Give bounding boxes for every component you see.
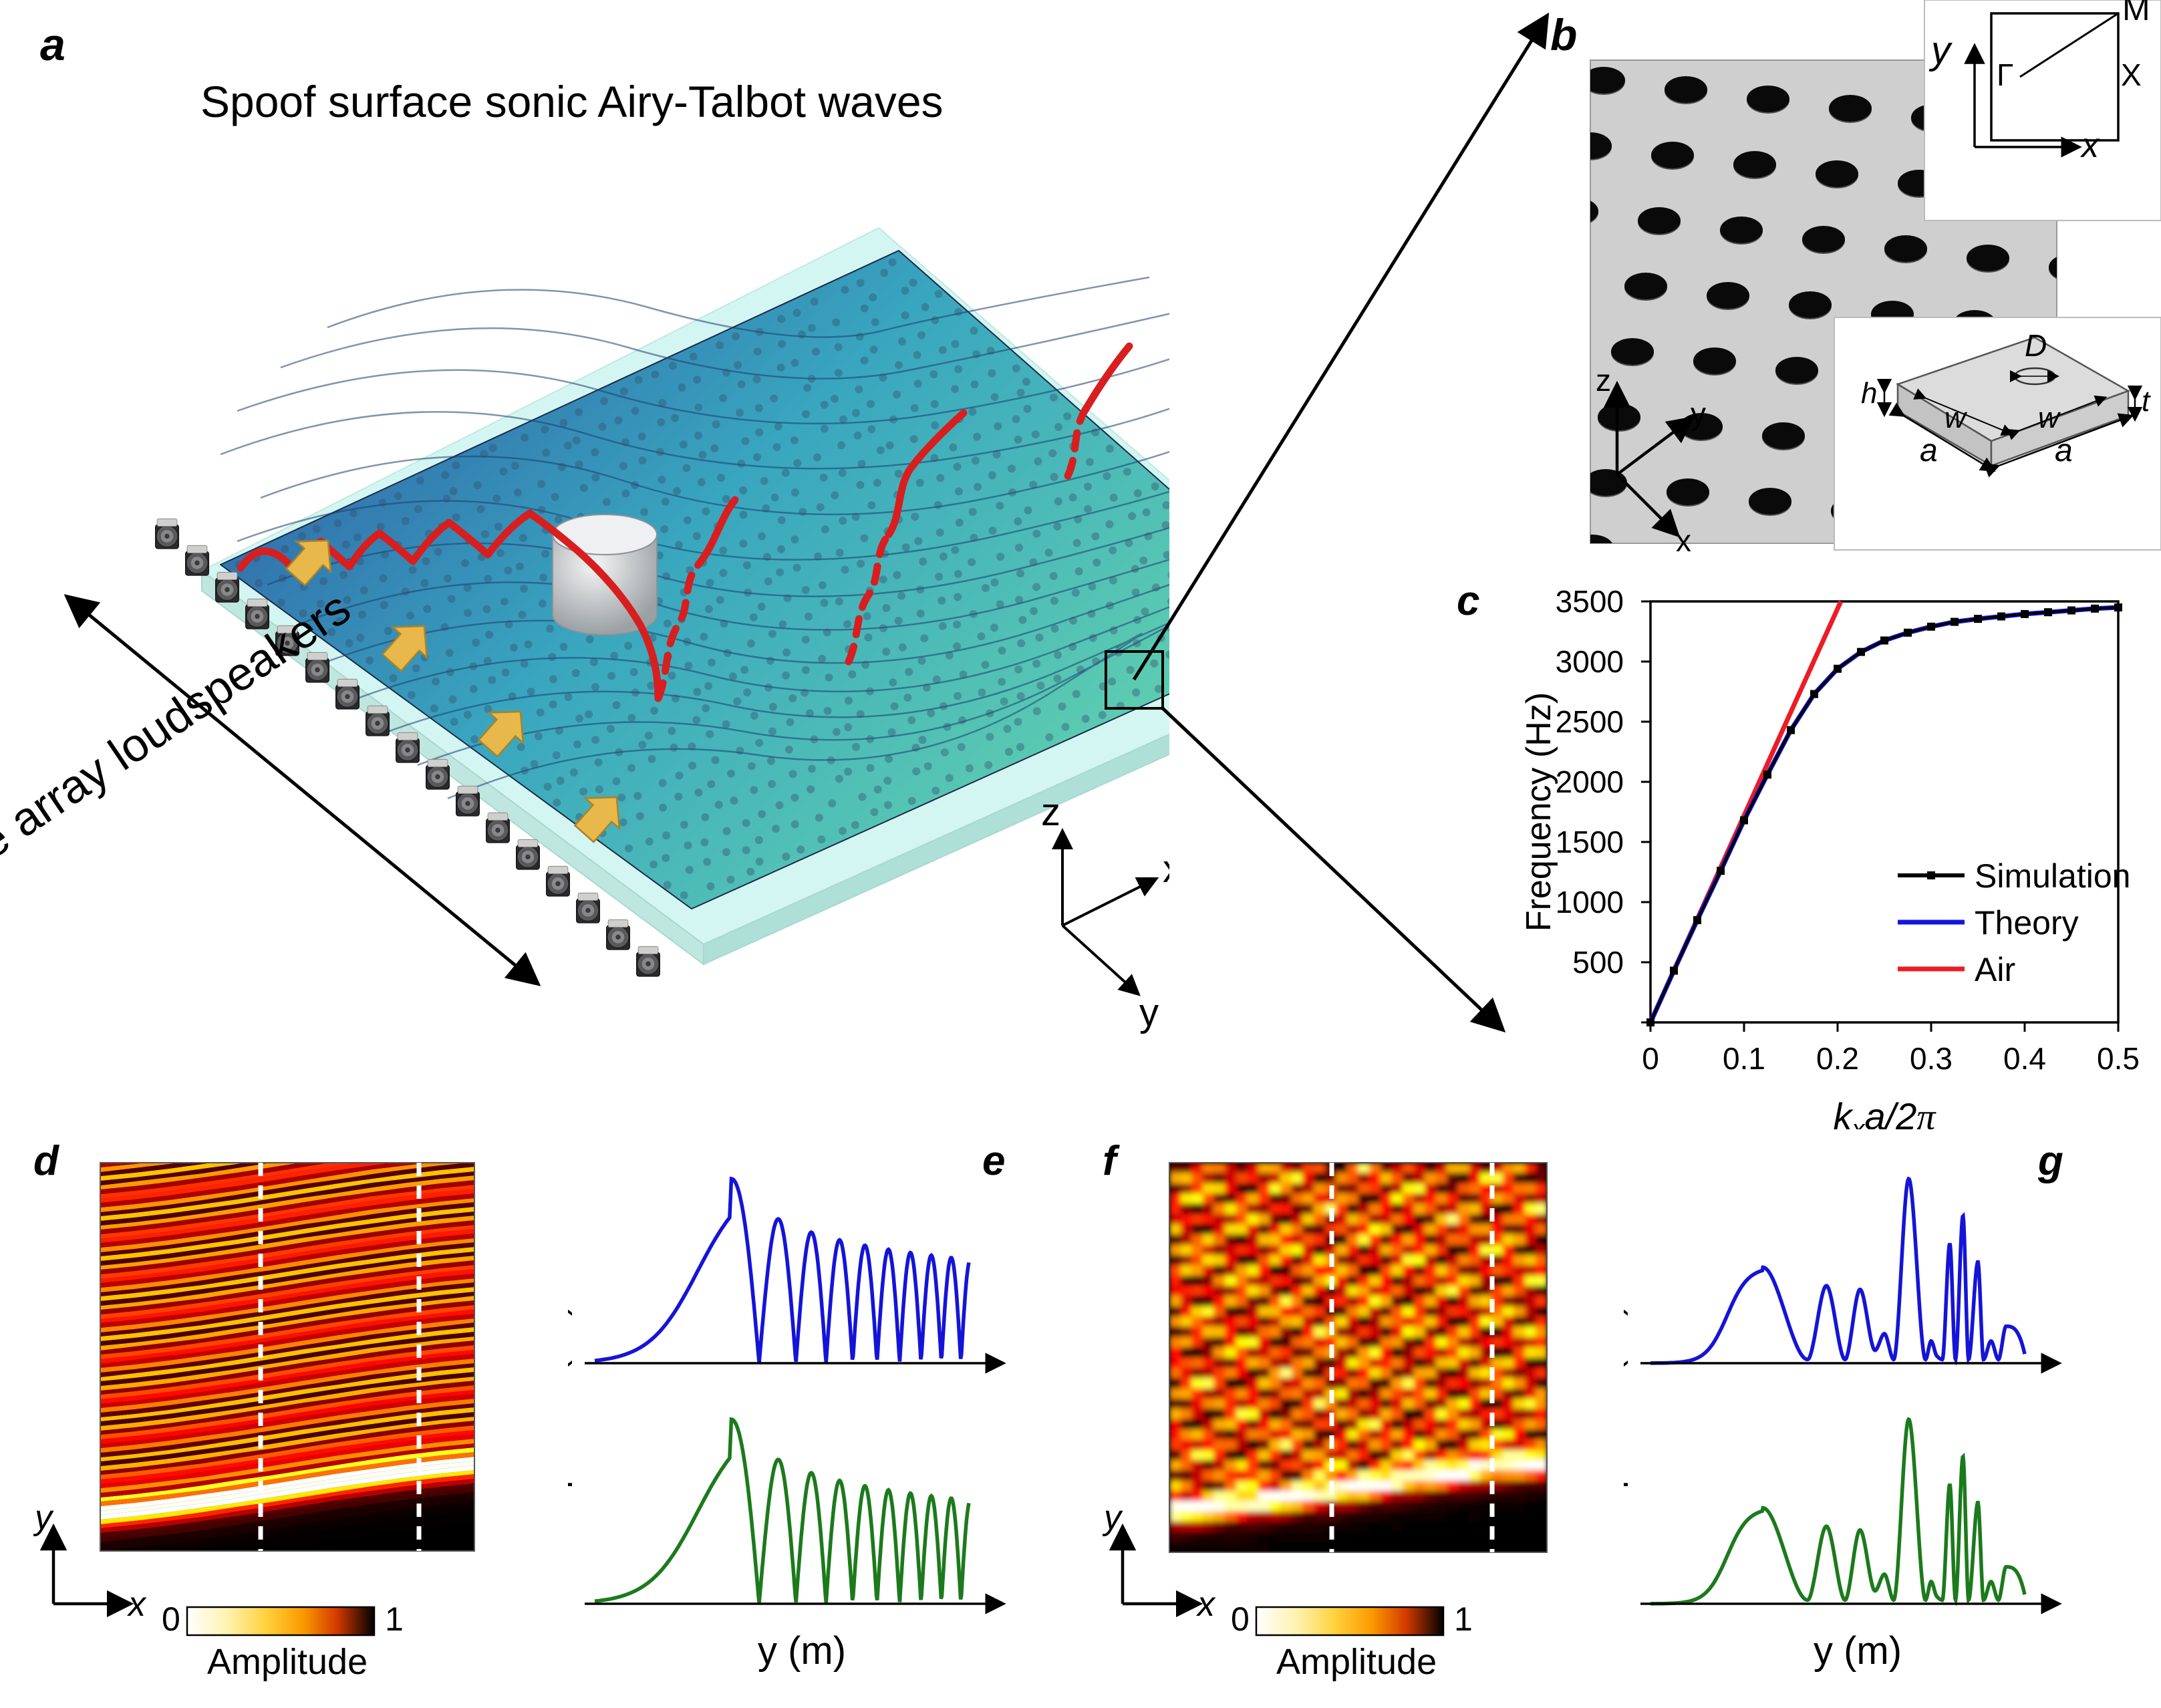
svg-text:2500: 2500 — [1556, 704, 1624, 739]
svg-text:kxa/2π: kxa/2π — [1834, 1095, 1937, 1129]
svg-text:Γ: Γ — [1997, 57, 2013, 92]
svg-text:2000: 2000 — [1556, 764, 1624, 799]
svg-text:Theory: Theory — [1975, 904, 2079, 942]
svg-text:y: y — [33, 1498, 54, 1537]
svg-text:0.3: 0.3 — [1910, 1041, 1953, 1076]
svg-text:f: f — [1103, 1138, 1120, 1184]
svg-text:y: y — [1691, 396, 1706, 431]
svg-text:g: g — [2037, 1138, 2063, 1184]
svg-text:Spoof surface sonic Airy-Talbo: Spoof surface sonic Airy-Talbot waves — [200, 77, 944, 126]
svg-text:z: z — [1041, 791, 1060, 834]
svg-text:w: w — [1944, 402, 1968, 434]
svg-text:1000: 1000 — [1556, 885, 1624, 919]
svg-text:a: a — [2055, 433, 2073, 468]
svg-text:1: 1 — [1454, 1600, 1473, 1638]
svg-text:Amplitude (Pa): Amplitude (Pa) — [568, 1304, 573, 1542]
svg-text:y (m): y (m) — [758, 1629, 846, 1673]
svg-text:X: X — [2121, 57, 2142, 92]
svg-text:0: 0 — [162, 1600, 180, 1638]
svg-text:Amplitude: Amplitude — [207, 1642, 368, 1682]
svg-text:c: c — [1457, 578, 1479, 624]
svg-text:h: h — [1861, 377, 1877, 410]
svg-text:e: e — [982, 1138, 1005, 1184]
svg-text:a: a — [40, 19, 65, 70]
svg-text:0: 0 — [1642, 1041, 1659, 1076]
svg-text:1: 1 — [385, 1600, 404, 1638]
svg-text:x: x — [1195, 1585, 1216, 1624]
svg-text:Simulation: Simulation — [1975, 857, 2130, 895]
svg-text:Amplitude (Pa): Amplitude (Pa) — [1624, 1304, 1628, 1542]
svg-text:y: y — [1139, 991, 1159, 1034]
svg-text:D: D — [2025, 328, 2047, 363]
svg-text:0.1: 0.1 — [1723, 1041, 1765, 1076]
svg-text:x: x — [1676, 523, 1691, 558]
svg-text:0.4: 0.4 — [2003, 1041, 2046, 1076]
svg-text:y: y — [1928, 29, 1953, 72]
svg-text:a: a — [1920, 433, 1938, 468]
svg-text:t: t — [2142, 385, 2151, 418]
svg-text:M: M — [2122, 0, 2150, 27]
svg-text:Amplitude: Amplitude — [1276, 1642, 1437, 1682]
svg-text:y (m): y (m) — [1814, 1629, 1902, 1673]
svg-text:x: x — [1163, 847, 1169, 891]
svg-text:Frequency (Hz): Frequency (Hz) — [1520, 692, 1558, 932]
svg-text:Line array loudspeakers: Line array loudspeakers — [0, 581, 359, 903]
svg-text:y: y — [1103, 1498, 1123, 1537]
svg-text:z: z — [1596, 363, 1611, 398]
svg-text:0.5: 0.5 — [2097, 1041, 2140, 1076]
svg-text:Air: Air — [1975, 951, 2015, 988]
svg-text:3500: 3500 — [1556, 584, 1624, 619]
svg-text:w: w — [2038, 402, 2061, 434]
svg-text:x: x — [2079, 126, 2100, 165]
svg-text:3000: 3000 — [1556, 644, 1624, 679]
svg-text:d: d — [33, 1138, 59, 1184]
svg-text:b: b — [1550, 10, 1577, 59]
svg-text:x: x — [126, 1585, 147, 1624]
svg-text:1500: 1500 — [1556, 825, 1624, 859]
svg-text:0: 0 — [1231, 1600, 1250, 1638]
svg-text:0.2: 0.2 — [1816, 1041, 1859, 1076]
svg-text:500: 500 — [1572, 945, 1624, 980]
